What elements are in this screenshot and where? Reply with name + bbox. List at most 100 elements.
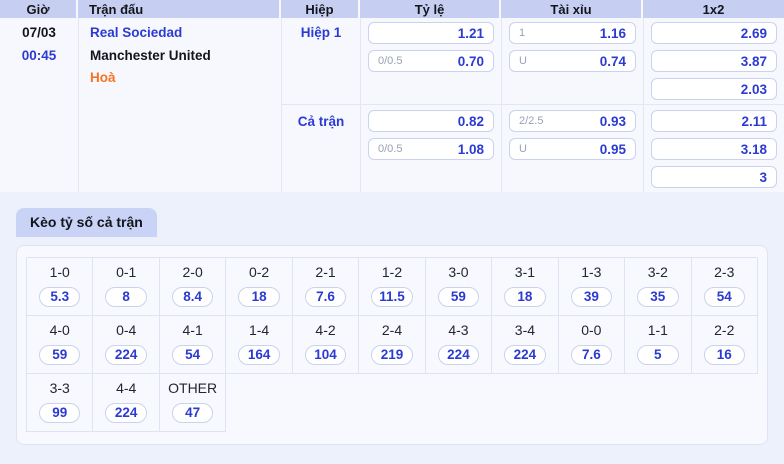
score-cell: 4-3 224: [424, 315, 493, 374]
odds-box-1x2-ft-draw[interactable]: 3.18: [651, 138, 777, 160]
odds-box-handicap-h1-1[interactable]: 1.21: [368, 22, 494, 44]
score-label: 4-4: [116, 380, 137, 396]
odds-box-1x2-ft-away[interactable]: 3: [651, 166, 777, 188]
score-cell: 3-1 18: [491, 257, 559, 316]
score-cell: OTHER 47: [158, 373, 227, 432]
score-odds-button[interactable]: 99: [39, 403, 81, 423]
score-cell: 0-4 224: [92, 315, 160, 374]
score-cell: 1-4 164: [225, 315, 293, 374]
odds-value: 2.03: [740, 81, 767, 97]
score-odds-button[interactable]: 54: [171, 345, 214, 365]
handicap-first-half: 1.21 0/0.5 0.70: [361, 18, 501, 104]
odds-box-handicap-h1-2[interactable]: 0/0.5 0.70: [368, 50, 494, 72]
odds-table-row: 07/03 00:45 Real Sociedad Manchester Uni…: [0, 18, 784, 192]
home-team-link[interactable]: Real Sociedad: [90, 25, 183, 40]
over-under-line: 1: [519, 27, 526, 39]
score-grid-row: 3-3 99 4-4 224 OTHER 47: [25, 373, 758, 432]
score-cell: 4-1 54: [158, 315, 227, 374]
odds-box-1x2-h1-home[interactable]: 2.69: [651, 22, 777, 44]
odds-value: 0.93: [599, 113, 626, 129]
score-label: 1-0: [49, 264, 70, 280]
odds-box-ou-ft-1[interactable]: 2/2.5 0.93: [509, 110, 636, 132]
odds-value: 3: [759, 169, 767, 185]
tab-correct-score-odds[interactable]: Kèo tỷ số cả trận: [16, 208, 157, 237]
handicap-line: 0/0.5: [378, 55, 403, 67]
odds-box-ou-h1-1[interactable]: 1 1.16: [509, 22, 636, 44]
over-under-odds-column: 1 1.16 U 0.74 2/2.5 0.93 U 0.95: [501, 18, 643, 192]
odds-box-1x2-ft-home[interactable]: 2.11: [651, 110, 777, 132]
score-cell: 2-1 7.6: [291, 257, 360, 316]
odds-value: 2.69: [740, 25, 767, 41]
odds-box-ou-h1-2[interactable]: U 0.74: [509, 50, 636, 72]
1x2-first-half: 2.69 3.87 2.03: [644, 18, 784, 104]
odds-value: 0.82: [457, 113, 484, 129]
odds-value: 2.11: [741, 113, 767, 129]
score-odds-button[interactable]: 164: [238, 345, 280, 365]
odds-value: 1.08: [457, 141, 484, 157]
score-cell: 4-0 59: [25, 315, 94, 374]
score-cell: 2-4 219: [358, 315, 426, 374]
score-odds-button[interactable]: 39: [570, 287, 613, 307]
odds-box-ou-ft-2[interactable]: U 0.95: [509, 138, 636, 160]
score-grid-row: 1-0 5.3 0-1 8 2-0 8.4 0-2 18 2-1 7.6 1-2 11.5 …: [25, 257, 759, 316]
correct-score-panel: 1-0 5.3 0-1 8 2-0 8.4 0-2 18 2-1 7.6 1-2 11.5 …: [16, 245, 768, 445]
score-odds-button[interactable]: 224: [504, 345, 546, 365]
section-label-full-match: Cả trận: [282, 104, 360, 192]
score-odds-button[interactable]: 16: [703, 345, 745, 365]
score-label: 3-3: [49, 380, 70, 396]
column-header-rate: Tỷ lệ: [360, 0, 501, 18]
score-cell: 0-2 18: [225, 257, 293, 316]
score-cell: 1-3 39: [557, 257, 626, 316]
over-under-line: U: [519, 143, 527, 155]
score-cell: 3-2 35: [624, 257, 692, 316]
half-column: Hiệp 1 Cả trận: [281, 18, 360, 192]
score-odds-button[interactable]: 18: [238, 287, 280, 307]
score-odds-button[interactable]: 104: [304, 345, 347, 365]
score-odds-button[interactable]: 7.6: [304, 287, 347, 307]
score-label: 2-3: [714, 264, 735, 280]
odds-box-1x2-h1-draw[interactable]: 3.87: [651, 50, 777, 72]
column-header-1x2: 1x2: [702, 1, 725, 17]
odds-box-1x2-h1-away[interactable]: 2.03: [651, 78, 777, 100]
score-label: 0-1: [116, 264, 137, 280]
score-odds-button[interactable]: 219: [371, 345, 413, 365]
score-odds-button[interactable]: 224: [105, 345, 147, 365]
match-odds-table: Giờ Trận đấu Hiệp Tỷ lệ Tài xỉu 1x2 07/0…: [0, 0, 784, 192]
score-odds-button[interactable]: 8: [105, 287, 147, 307]
match-date: 07/03: [22, 25, 56, 40]
handicap-odds-column: 1.21 0/0.5 0.70 0.82 0/0.5 1.08: [360, 18, 501, 192]
score-grid-row: 4-0 59 0-4 224 4-1 54 1-4 164 4-2 104 2-4 219 …: [25, 315, 759, 374]
score-cell: 1-2 11.5: [358, 257, 426, 316]
score-odds-button[interactable]: 18: [504, 287, 546, 307]
score-odds-button[interactable]: 5: [637, 345, 679, 365]
odds-value: 1.16: [599, 25, 626, 41]
over-under-first-half: 1 1.16 U 0.74: [502, 18, 643, 104]
score-odds-button[interactable]: 59: [437, 287, 480, 307]
score-odds-button[interactable]: 59: [39, 345, 81, 365]
odds-box-handicap-ft-2[interactable]: 0/0.5 1.08: [368, 138, 494, 160]
score-cell: 3-4 224: [491, 315, 559, 374]
odds-box-handicap-ft-1[interactable]: 0.82: [368, 110, 494, 132]
away-team-name: Manchester United: [90, 47, 211, 63]
score-cell: 2-2 16: [690, 315, 759, 374]
1x2-full-match: 2.11 3.18 3: [644, 104, 784, 192]
score-odds-button[interactable]: 8.4: [171, 287, 214, 307]
over-under-full-match: 2/2.5 0.93 U 0.95: [502, 104, 643, 192]
match-result-label: Hoà: [90, 70, 116, 85]
score-label: 3-0: [448, 264, 469, 280]
odds-value: 3.18: [740, 141, 767, 157]
score-cell: 0-1 8: [92, 257, 160, 316]
correct-score-grid: 1-0 5.3 0-1 8 2-0 8.4 0-2 18 2-1 7.6 1-2 11.5 …: [25, 257, 759, 432]
score-odds-button[interactable]: 7.6: [570, 345, 613, 365]
score-odds-button[interactable]: 11.5: [371, 287, 413, 307]
score-odds-button[interactable]: 35: [637, 287, 679, 307]
score-odds-button[interactable]: 5.3: [39, 287, 81, 307]
score-cell: 4-2 104: [291, 315, 360, 374]
score-odds-button[interactable]: 54: [703, 287, 745, 307]
score-odds-button[interactable]: 224: [105, 403, 147, 423]
score-odds-button[interactable]: 47: [171, 403, 214, 423]
score-label: 0-2: [248, 264, 270, 280]
score-label: 4-3: [448, 322, 469, 338]
score-odds-button[interactable]: 224: [437, 345, 480, 365]
match-cell: Real Sociedad Manchester United Hoà: [78, 18, 281, 192]
